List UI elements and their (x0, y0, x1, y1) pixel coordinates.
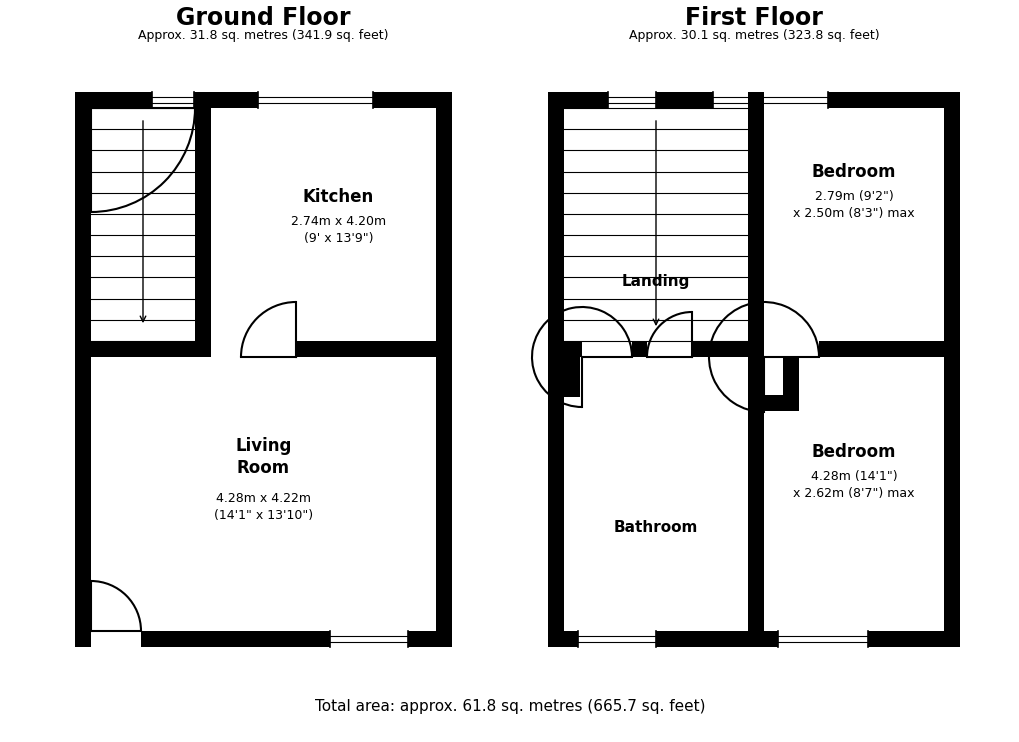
Bar (632, 341, 646, 357)
Bar (75, 92, 91, 647)
Bar (75, 341, 211, 357)
Bar (777, 631, 867, 647)
Bar (818, 341, 943, 357)
Text: First Floor: First Floor (685, 6, 822, 30)
Text: Approx. 31.8 sq. metres (341.9 sq. feet): Approx. 31.8 sq. metres (341.9 sq. feet) (138, 30, 388, 42)
Bar (763, 357, 783, 395)
Bar (578, 631, 655, 647)
Text: Approx. 30.1 sq. metres (323.8 sq. feet): Approx. 30.1 sq. metres (323.8 sq. feet) (628, 30, 878, 42)
Bar (691, 341, 747, 357)
Bar (582, 341, 632, 357)
Text: 2.79m (9'2")
x 2.50m (8'3") max: 2.79m (9'2") x 2.50m (8'3") max (793, 190, 914, 220)
Bar (435, 92, 451, 647)
Bar (564, 357, 580, 397)
Bar (240, 341, 296, 357)
Bar (607, 92, 655, 108)
Text: Bathroom: Bathroom (613, 519, 697, 534)
Bar (330, 631, 408, 647)
Bar (547, 631, 959, 647)
Text: Bedroom: Bedroom (811, 163, 896, 181)
Bar (258, 92, 373, 108)
Bar (580, 357, 599, 397)
Text: Living
Room: Living Room (235, 437, 291, 477)
Text: Total area: approx. 61.8 sq. metres (665.7 sq. feet): Total area: approx. 61.8 sq. metres (665… (315, 700, 704, 715)
Text: 4.28m x 4.22m
(14'1" x 13'10"): 4.28m x 4.22m (14'1" x 13'10") (214, 492, 313, 522)
Bar (646, 341, 691, 357)
Bar (547, 92, 959, 108)
Bar (547, 92, 564, 647)
Text: 4.28m (14'1")
x 2.62m (8'7") max: 4.28m (14'1") x 2.62m (8'7") max (793, 470, 914, 500)
Bar (75, 631, 451, 647)
Text: Ground Floor: Ground Floor (175, 6, 350, 30)
Text: Landing: Landing (622, 275, 690, 289)
Bar (747, 92, 763, 647)
Text: 2.74m x 4.20m
(9' x 13'9"): 2.74m x 4.20m (9' x 13'9") (290, 215, 385, 245)
Bar (91, 631, 141, 647)
Bar (783, 357, 798, 411)
Bar (195, 92, 211, 357)
Bar (943, 92, 959, 647)
Bar (564, 341, 582, 357)
Text: Bedroom: Bedroom (811, 443, 896, 461)
Bar (712, 92, 827, 108)
Bar (152, 92, 194, 108)
Bar (75, 92, 451, 108)
Bar (296, 341, 435, 357)
Bar (763, 341, 818, 357)
Bar (747, 395, 798, 411)
Text: Kitchen: Kitchen (303, 188, 374, 206)
